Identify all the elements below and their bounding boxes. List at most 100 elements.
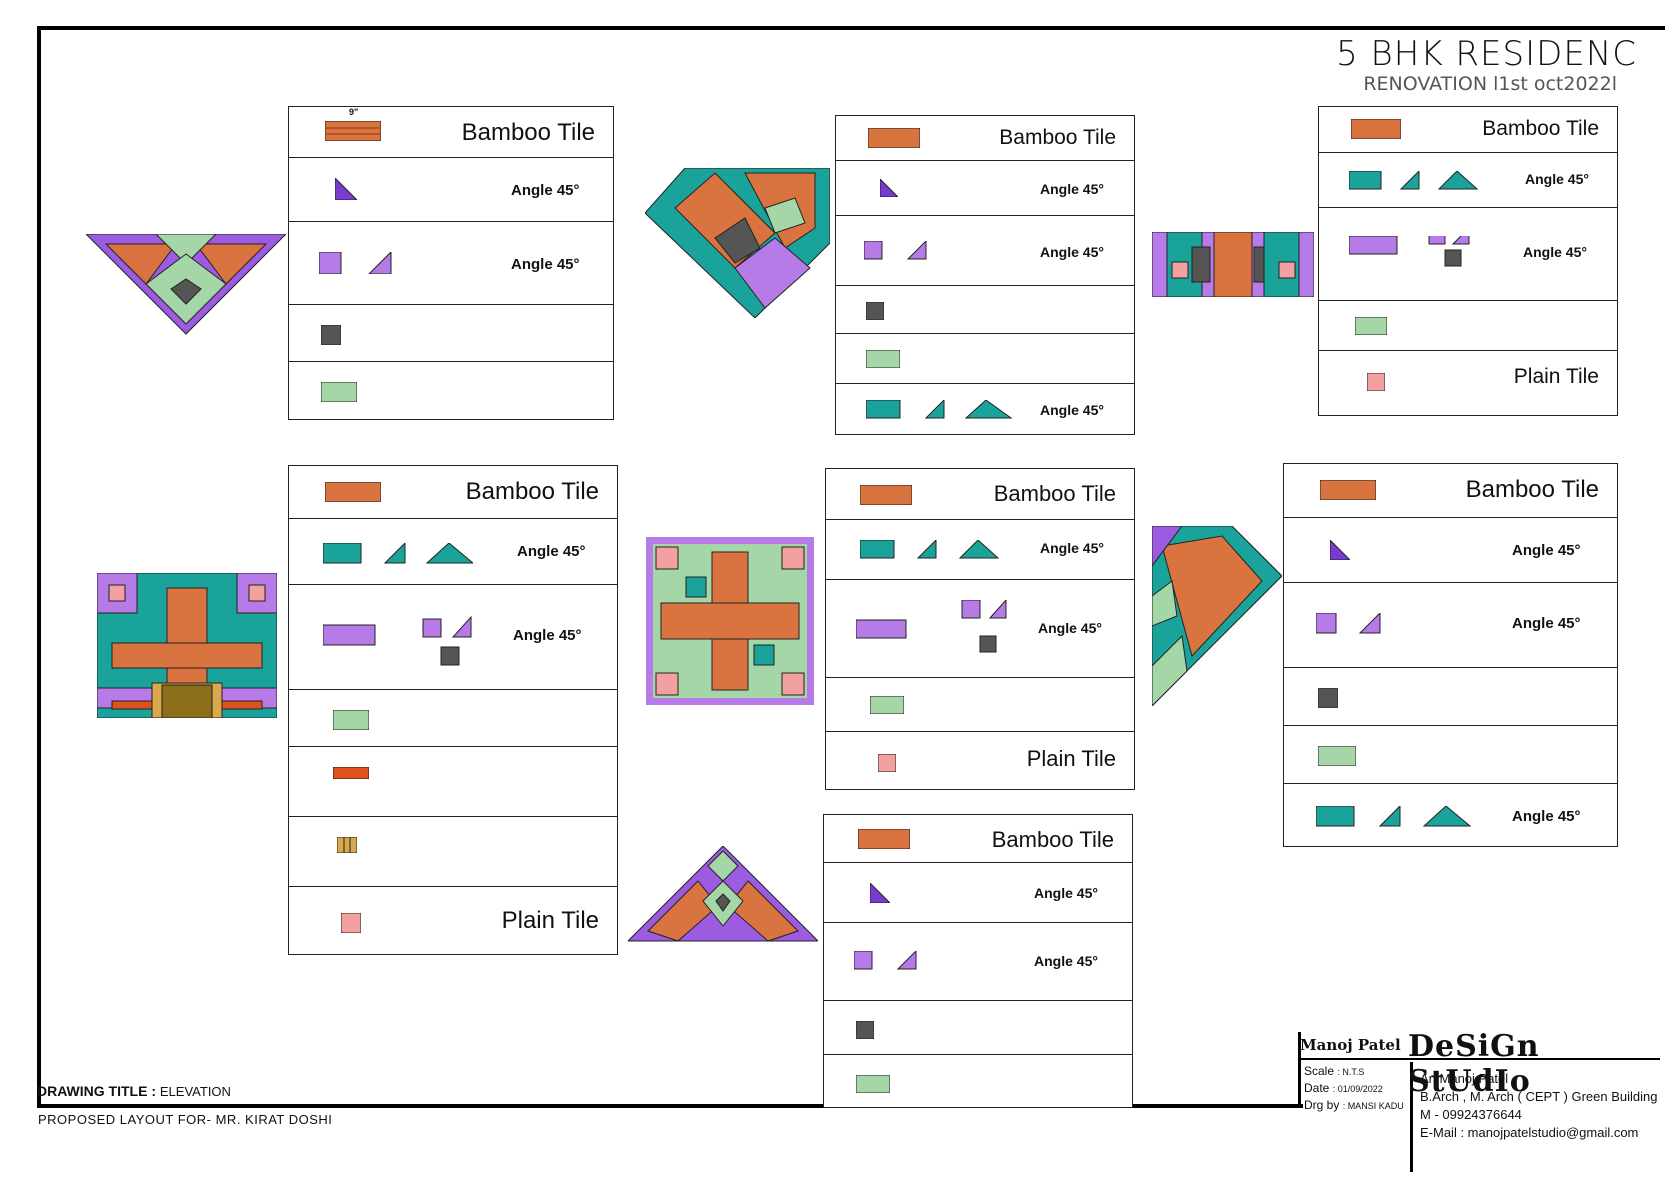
legend-row (1284, 725, 1617, 784)
pink-tile-swatch (1367, 373, 1385, 391)
angle-label: Angle 45° (511, 256, 580, 273)
green-tile-swatch (1355, 317, 1387, 335)
drawing-title-label: DRAWING TITLE : (37, 1083, 156, 1099)
proposed-layout-text: PROPOSED LAYOUT FOR- MR. KIRAT DOSHI (38, 1112, 333, 1127)
email-address: E-Mail : manojpatelstudio@gmail.com (1420, 1125, 1639, 1140)
pink-tile-swatch (878, 754, 896, 772)
angle-tile-swatch (854, 951, 917, 970)
legend-row: Angle 45° (1319, 207, 1617, 301)
legend-row: Bamboo Tile (826, 469, 1134, 519)
tile-pattern-strip-top-right (1152, 232, 1314, 297)
angle-tile-swatch (856, 600, 1007, 653)
architect-name: Ar. Manoj Patel (1420, 1071, 1509, 1086)
legend-row (836, 285, 1134, 334)
title-block-divider (1298, 1058, 1660, 1060)
legend-row: Angle 45° (1284, 517, 1617, 583)
legend-panel-5: Bamboo Tile Angle 45° Angle 45° Plain Ti… (825, 468, 1135, 790)
teal-tile-swatch (860, 540, 1000, 559)
legend-row: Bamboo Tile (1319, 107, 1617, 152)
bamboo-tile-swatch (868, 128, 920, 148)
plain-tile-label: Plain Tile (501, 907, 599, 934)
legend-row (826, 677, 1134, 732)
contact-block: Ar. Manoj Patel B.Arch , M. Arch ( CEPT … (1420, 1070, 1657, 1142)
bamboo-tile-swatch (1320, 480, 1376, 500)
legend-row: Bamboo Tile (289, 466, 617, 518)
yellow-tile-swatch (337, 837, 357, 853)
angle-label: Angle 45° (1040, 402, 1104, 418)
legend-row: Angle 45° (289, 584, 617, 690)
legend-row: Angle 45° (826, 579, 1134, 678)
angle-label: Angle 45° (1523, 244, 1587, 260)
legend-row (289, 304, 613, 362)
legend-row: 9" Bamboo Tile (289, 107, 613, 157)
bamboo-tile-swatch (325, 121, 381, 141)
angle-tile-swatch (864, 241, 927, 260)
angle-tile-swatch (870, 883, 890, 903)
bamboo-tile-label: Bamboo Tile (1482, 117, 1599, 140)
legend-panel-2: Bamboo Tile Angle 45° Angle 45° Angle 45… (835, 115, 1135, 435)
title-block-column-divider (1410, 1062, 1413, 1172)
qualifications: B.Arch , M. Arch ( CEPT ) Green Building (1420, 1089, 1658, 1104)
owner-name: Manoj Patel (1300, 1036, 1401, 1054)
angle-label: Angle 45° (511, 182, 580, 199)
title-block: Manoj Patel DeSiGn StUdIo Scale : N.T.S … (1298, 1029, 1660, 1172)
teal-tile-swatch (323, 543, 473, 564)
legend-panel-6: Bamboo Tile Angle 45° Angle 45° Angle 45… (1283, 463, 1618, 847)
legend-row: Bamboo Tile (836, 116, 1134, 160)
angle-label: Angle 45° (1034, 885, 1098, 901)
angle-tile-swatch (1316, 613, 1381, 634)
teal-tile-swatch (1316, 806, 1472, 827)
green-tile-swatch (866, 350, 900, 368)
drawn-by-label: Drg by (1304, 1098, 1340, 1112)
frame-bottom-line (37, 1104, 1303, 1108)
plain-tile-label: Plain Tile (1513, 365, 1599, 388)
green-tile-swatch (1318, 746, 1356, 766)
tile-pattern-square-mid-left (97, 573, 277, 718)
bamboo-tile-label: Bamboo Tile (991, 827, 1114, 852)
legend-row: Angle 45° (1319, 152, 1617, 208)
legend-row: Angle 45° (289, 221, 613, 305)
tile-pattern-diamond-top-center (645, 168, 830, 318)
pink-tile-swatch (341, 913, 361, 933)
angle-label: Angle 45° (1040, 181, 1104, 197)
angle-tile-swatch (323, 615, 472, 666)
page-title: 5 BHK RESIDENC (1336, 34, 1637, 74)
angle-label: Angle 45° (517, 543, 586, 560)
bamboo-tile-swatch (858, 829, 910, 849)
legend-row: Angle 45° (1284, 783, 1617, 847)
angle-tile-swatch (1349, 236, 1470, 267)
scale-value: : N.T.S (1337, 1067, 1365, 1077)
green-tile-swatch (856, 1075, 890, 1093)
legend-row (289, 689, 617, 747)
page-subtitle: RENOVATION l1st oct2022l (1363, 73, 1617, 95)
angle-label: Angle 45° (1040, 244, 1104, 260)
legend-row (289, 361, 613, 420)
legend-row: Angle 45° (826, 519, 1134, 580)
drawing-title-value: ELEVATION (159, 1084, 231, 1099)
legend-panel-1: 9" Bamboo Tile Angle 45° Angle 45° (288, 106, 614, 420)
legend-panel-7: Bamboo Tile Angle 45° Angle 45° (823, 814, 1133, 1108)
legend-row: Angle 45° (836, 215, 1134, 286)
scale-row: Scale : N.T.S (1304, 1064, 1364, 1078)
mobile-number: M - 09924376644 (1420, 1107, 1522, 1122)
legend-row: Angle 45° (836, 383, 1134, 435)
bamboo-tile-swatch (860, 485, 912, 505)
drawn-by-row: Drg by : MANSI KADU (1304, 1098, 1404, 1112)
tile-pattern-triangle-right (1152, 526, 1282, 706)
tile-pattern-triangle-top-left (86, 234, 286, 335)
dark-tile-swatch (856, 1021, 874, 1039)
teal-tile-swatch (866, 400, 1013, 419)
tile-pattern-triangle-bottom-center (628, 846, 818, 942)
legend-row (836, 333, 1134, 384)
legend-row (824, 1000, 1132, 1055)
dark-tile-swatch (866, 302, 884, 320)
legend-row: Bamboo Tile (824, 815, 1132, 862)
bamboo-tile-label: Bamboo Tile (999, 126, 1116, 149)
legend-panel-3: Bamboo Tile Angle 45° Angle 45° Plain Ti… (1318, 106, 1618, 416)
dark-tile-swatch (1318, 688, 1338, 708)
bamboo-tile-label: Bamboo Tile (1465, 476, 1599, 503)
angle-tile-swatch (880, 179, 898, 197)
legend-row: Angle 45° (1284, 582, 1617, 668)
red-tile-swatch (333, 767, 369, 779)
green-tile-swatch (870, 696, 904, 714)
